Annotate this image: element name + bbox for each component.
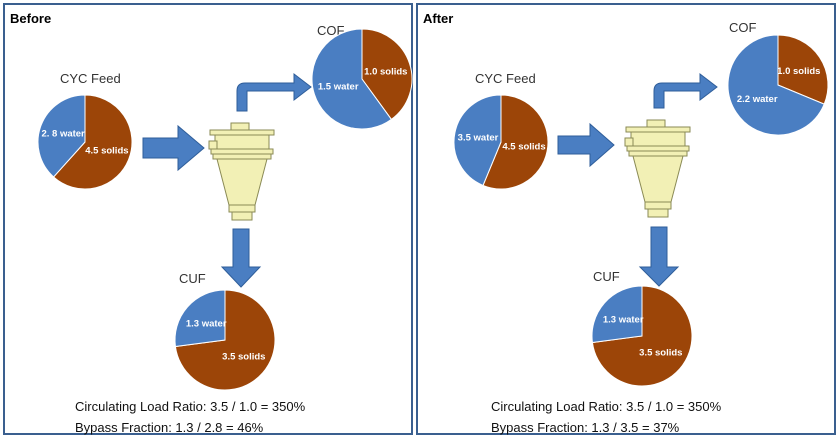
- cuf-pie: 3.5 solids 1.3 water: [174, 289, 276, 391]
- cof-label: COF: [317, 23, 345, 38]
- water-slice: [591, 285, 643, 344]
- water-slice-label: 1.3 water: [186, 319, 227, 330]
- solids-slice-label: 4.5 solids: [502, 142, 545, 153]
- circulating-load-ratio: Circulating Load Ratio: 3.5 / 1.0 = 350%: [75, 399, 306, 414]
- solids-slice-label: 1.0 solids: [777, 66, 820, 77]
- hydrocyclone: [624, 119, 691, 218]
- solids-slice-label: 3.5 solids: [639, 348, 682, 359]
- cof-pie: 1.0 solids 1.5 water: [311, 28, 413, 130]
- feed-arrow: [557, 122, 615, 168]
- feed-label: CYC Feed: [60, 71, 121, 86]
- water-slice-label: 1.5 water: [318, 82, 359, 93]
- solids-slice: [361, 28, 413, 121]
- water-slice: [311, 28, 393, 130]
- water-slice: [174, 289, 226, 348]
- solids-slice: [777, 34, 829, 105]
- solids-slice: [482, 94, 549, 190]
- water-slice-label: 2. 8 water: [41, 129, 85, 140]
- before-panel: Before CYC Feed COF CUF Circulating Load…: [3, 3, 413, 435]
- panel-title: After: [423, 11, 454, 26]
- cuf-label: CUF: [593, 269, 620, 284]
- circulating-load-ratio: Circulating Load Ratio: 3.5 / 1.0 = 350%: [491, 399, 722, 414]
- solids-slice: [52, 94, 133, 190]
- bypass-fraction: Bypass Fraction: 1.3 / 3.5 = 37%: [491, 420, 680, 435]
- water-slice-label: 2.2 water: [737, 94, 778, 105]
- underflow-arrow: [638, 226, 680, 287]
- water-slice: [727, 34, 825, 136]
- solids-slice-label: 3.5 solids: [222, 352, 265, 363]
- bypass-fraction: Bypass Fraction: 1.3 / 2.8 = 46%: [75, 420, 264, 435]
- feed-arrow: [142, 124, 205, 172]
- overflow-arrow: [653, 72, 718, 109]
- panel-title: Before: [10, 11, 52, 26]
- water-slice-label: 3.5 water: [458, 132, 499, 143]
- cuf-pie: 3.5 solids 1.3 water: [591, 285, 693, 387]
- underflow-arrow: [220, 228, 262, 288]
- cof-label: COF: [729, 20, 757, 35]
- cof-pie: 1.0 solids 2.2 water: [727, 34, 829, 136]
- feed-label: CYC Feed: [475, 71, 536, 86]
- water-slice: [37, 94, 86, 178]
- cuf-label: CUF: [179, 271, 206, 286]
- hydrocyclone: [208, 122, 275, 221]
- after-panel: After CYC Feed COF CUF Circulating Load …: [416, 3, 836, 435]
- solids-slice-label: 4.5 solids: [85, 145, 128, 156]
- water-slice: [453, 94, 502, 187]
- solids-slice-label: 1.0 solids: [364, 66, 407, 77]
- water-slice-label: 1.3 water: [603, 315, 644, 326]
- overflow-arrow: [236, 72, 312, 112]
